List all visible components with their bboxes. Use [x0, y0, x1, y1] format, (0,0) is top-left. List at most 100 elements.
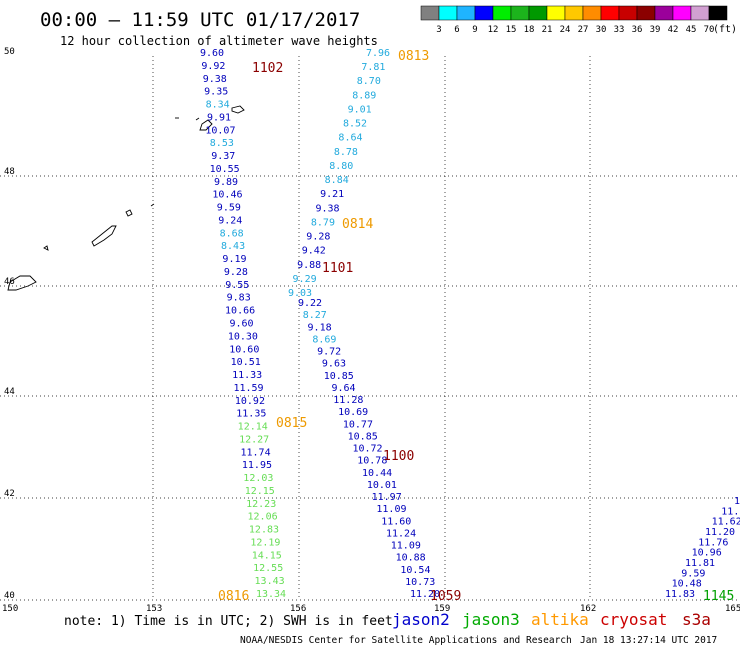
legend-swatch	[654, 5, 674, 21]
wave-height-value: 10.73	[405, 577, 435, 588]
wave-height-value: 8.64	[338, 133, 362, 144]
wave-height-value: 10.55	[210, 164, 240, 175]
track-0813: 7.96 7.81 8.70 8.89 9.01 8.52 8.64 8.78 8.80 8.84…	[288, 48, 429, 299]
legend-swatch	[474, 5, 494, 21]
wave-height-value: 8.84	[325, 175, 349, 186]
lon-label: 159	[434, 604, 450, 614]
wave-height-value: 11.09	[391, 541, 421, 552]
wave-height-value: 11.35	[236, 409, 266, 420]
legend-swatch	[582, 5, 602, 21]
wave-height-value: 12.14	[238, 422, 268, 433]
legend-swatch	[618, 5, 638, 21]
legend-unit: (ft)	[713, 24, 737, 35]
pass-time-label: 0816	[218, 589, 249, 604]
wave-height-value: 8.78	[334, 147, 358, 158]
track-1100: 1100	[383, 449, 414, 464]
legend-swatch	[690, 5, 710, 21]
lat-label: 44	[4, 387, 15, 397]
wave-height-value: 10	[734, 496, 740, 507]
wave-height-value: 13.43	[255, 576, 285, 587]
wave-height-value: 10.85	[324, 371, 354, 382]
lat-label: 50	[4, 47, 15, 57]
wave-height-value: 9.37	[211, 151, 235, 162]
legend-tick-label: 18	[524, 25, 535, 35]
coastline	[7, 105, 245, 291]
wave-height-value: 10.07	[205, 125, 235, 136]
wave-height-value: 12.03	[243, 473, 273, 484]
wave-height-value: 9.89	[214, 177, 238, 188]
legend-tick-label: 33	[614, 25, 625, 35]
wave-height-value: 11.20	[410, 589, 440, 600]
wave-height-value: 11.62	[712, 517, 740, 528]
coast-island-8	[43, 245, 49, 251]
track-0816: 0816	[218, 589, 249, 604]
track-1059: 1059	[430, 589, 461, 604]
wave-height-value: 9.91	[207, 112, 231, 123]
wave-height-value: 9.60	[200, 48, 224, 59]
legend-labels: 3 6 9 12 15 18 21 24 27 30 33 36 39 42 45 70	[436, 25, 714, 35]
lon-label: 153	[146, 604, 162, 614]
wave-height-value: 12.55	[253, 563, 283, 574]
wave-height-value: 8.53	[210, 138, 234, 149]
wave-height-value: 11.81	[685, 558, 715, 569]
legend-swatch	[636, 5, 656, 21]
track-1145: 1011.211.6211.2011.7610.9611.819.5910.48…	[665, 496, 740, 604]
wave-height-value: 7.96	[366, 48, 390, 59]
wave-height-value: 10.46	[212, 190, 242, 201]
legend-tick-label: 36	[632, 25, 643, 35]
sat-jason2: jason2	[392, 610, 450, 629]
wave-height-value: 10.48	[672, 579, 702, 590]
wave-height-value: 12.06	[248, 512, 278, 523]
wave-height-value: 9.29	[293, 274, 317, 285]
sat-s3a: s3a	[682, 610, 711, 629]
coast-island-7	[91, 225, 117, 247]
coast-island-6	[125, 209, 133, 217]
pass-time-label: 0813	[398, 49, 429, 64]
legend-tick-label: 6	[454, 25, 459, 35]
wave-height-value: 10.30	[228, 331, 258, 342]
wave-height-value: 11.83	[665, 589, 695, 600]
lon-label: 162	[580, 604, 596, 614]
wave-height-value: 11.74	[240, 447, 270, 458]
legend-tick-label: 9	[472, 25, 477, 35]
wave-height-value: 11.28	[333, 395, 363, 406]
track-0814: 0814	[342, 217, 373, 232]
lon-label: 156	[290, 604, 306, 614]
wave-height-value: 13.34	[256, 589, 286, 600]
legend-tick-label: 30	[596, 25, 607, 35]
wave-height-value: 12.27	[239, 434, 269, 445]
legend-swatch	[420, 5, 440, 21]
footer-note: note: 1) Time is in UTC; 2) SWH is in fe…	[64, 614, 393, 629]
wave-height-value: 9.59	[217, 203, 241, 214]
coast-island-9	[7, 275, 37, 291]
wave-height-value: 11.33	[232, 370, 262, 381]
legend-swatches	[420, 5, 728, 21]
wave-height-value: 10.96	[692, 548, 722, 559]
pass-time-label: 1100	[383, 449, 414, 464]
wave-height-value: 10.60	[229, 344, 259, 355]
wave-height-value: 9.60	[229, 319, 253, 330]
pass-time-label: 0815	[276, 416, 307, 431]
pass-time-label: 1101	[322, 261, 353, 276]
legend-swatch	[438, 5, 458, 21]
wave-height-value: 9.28	[306, 232, 330, 243]
lat-label: 46	[4, 277, 15, 287]
legend-swatch	[564, 5, 584, 21]
legend: 3 6 9 12 15 18 21 24 27 30 33 36 39 42 45 70 (ft)	[420, 5, 737, 35]
wave-height-value: 10.72	[352, 444, 382, 455]
wave-height-value: 9.19	[222, 254, 246, 265]
wave-height-value: 14.15	[252, 550, 282, 561]
satellite-legend: jason2 jason3 altika cryosat s3a	[392, 610, 711, 629]
coast-island-1	[231, 105, 245, 114]
wave-height-value: 8.52	[343, 119, 367, 130]
wave-height-value: 8.68	[220, 228, 244, 239]
wave-height-value: 11.20	[705, 527, 735, 538]
wave-height-value: 9.92	[201, 61, 225, 72]
wave-height-value: 9.83	[227, 293, 251, 304]
wave-height-value: 9.38	[203, 74, 227, 85]
wave-height-value: 9.64	[331, 383, 355, 394]
wave-height-value: 9.03	[288, 288, 312, 299]
wave-height-value: 9.21	[320, 189, 344, 200]
lat-label: 48	[4, 167, 15, 177]
